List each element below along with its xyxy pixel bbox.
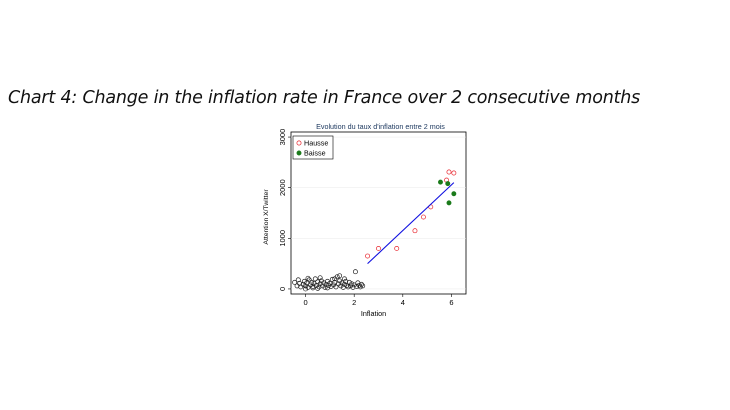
- hausse-point: [365, 253, 371, 259]
- data-point: [305, 284, 311, 290]
- data-point: [332, 276, 338, 282]
- data-point: [345, 284, 351, 290]
- y-tick-label: 0: [278, 287, 287, 291]
- x-axis-label: Inflation: [361, 309, 386, 318]
- data-point: [333, 284, 339, 290]
- chart-root: Evolution du taux d'inflation entre 2 mo…: [263, 122, 467, 318]
- page-heading: Chart 4: Change in the inflation rate in…: [8, 88, 641, 108]
- data-point: [340, 284, 346, 290]
- data-point: [312, 276, 318, 282]
- data-point: [295, 277, 301, 283]
- legend-marker-hausse: [296, 140, 302, 146]
- x-tick-label: 0: [303, 298, 307, 307]
- data-point: [292, 279, 298, 285]
- baisse-point: [445, 181, 451, 187]
- data-point: [322, 284, 328, 290]
- data-point: [304, 280, 310, 286]
- hausse-point: [446, 169, 452, 175]
- y-tick-label: 1000: [278, 230, 287, 247]
- data-point: [298, 284, 304, 290]
- data-point: [325, 285, 330, 291]
- legend-box: [292, 135, 334, 160]
- data-point: [351, 282, 357, 288]
- data-point: [337, 273, 343, 279]
- fit-line: [367, 182, 455, 265]
- data-point: [310, 285, 316, 291]
- data-point: [303, 283, 309, 289]
- data-point: [344, 282, 350, 288]
- y-axis-label: Attention X/Twitter: [263, 189, 270, 245]
- legend-label-baisse: Baisse: [304, 149, 326, 158]
- data-point: [356, 282, 362, 288]
- data-point: [301, 278, 307, 284]
- y-tick-label: 2000: [278, 179, 287, 196]
- data-point: [305, 275, 311, 281]
- hausse-point: [412, 228, 418, 234]
- data-point: [342, 276, 347, 282]
- hausse-point: [394, 245, 400, 251]
- y-tick-label: 3000: [278, 129, 287, 146]
- baisse-point: [438, 179, 443, 185]
- data-point: [315, 285, 321, 291]
- data-point: [360, 283, 366, 289]
- data-point: [359, 281, 364, 287]
- legend-label-hausse: Hausse: [304, 139, 328, 148]
- hausse-point: [451, 170, 457, 176]
- x-tick-label: 2: [352, 298, 356, 307]
- baisse-point: [446, 200, 452, 206]
- data-point: [306, 277, 312, 283]
- data-point: [317, 275, 323, 281]
- hausse-point: [421, 214, 426, 220]
- data-point: [303, 286, 309, 292]
- x-tick-label: 6: [449, 298, 453, 307]
- x-tick-label: 4: [401, 298, 405, 307]
- data-point: [357, 284, 363, 290]
- hausse-point: [376, 245, 381, 251]
- data-point: [352, 269, 358, 275]
- legend-marker-baisse: [296, 150, 302, 156]
- data-point: [329, 276, 335, 282]
- baisse-point: [451, 191, 457, 197]
- chart-title: Evolution du taux d'inflation entre 2 mo…: [316, 122, 445, 131]
- data-point: [342, 281, 347, 287]
